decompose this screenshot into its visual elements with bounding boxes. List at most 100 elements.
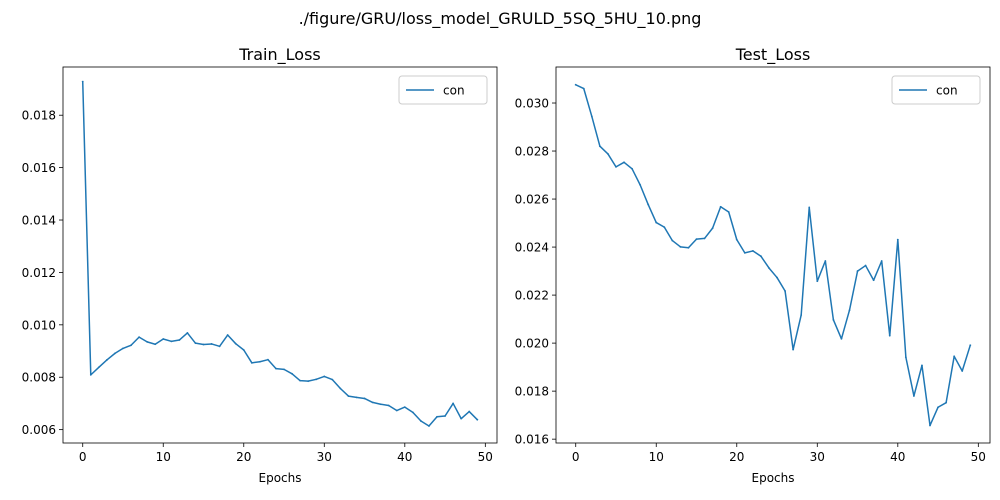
chart0-ytick-label: 0.018 [22, 109, 56, 123]
chart1-data-point [687, 246, 690, 249]
chart1-data-point [598, 145, 601, 148]
chart0-data-point [355, 396, 358, 399]
chart0-data-point [210, 343, 213, 345]
chart0-data-point [347, 395, 350, 397]
chart1-data-point [574, 83, 577, 86]
chart0-xtick-label: 0 [79, 450, 87, 464]
chart0-xtick-label: 20 [236, 450, 251, 464]
chart1-axes-frame [555, 66, 991, 444]
chart1-data-point [864, 264, 867, 267]
chart0-data-point [371, 401, 374, 404]
chart0-data-point [130, 344, 132, 347]
chart0-data-point [105, 359, 108, 361]
chart0-xtick-label: 30 [317, 450, 332, 464]
chart1-data-point [671, 239, 674, 242]
chart1-data-point [840, 337, 843, 340]
chart1-data-point [832, 318, 835, 321]
train-loss-axes: Train_Loss 0 10 20 30 40 50 0.006 0.008 0.010 0.01… [22, 45, 498, 485]
chart1-data-point [695, 238, 698, 241]
chart1-data-point [751, 250, 754, 252]
chart1-ytick-label: 0.016 [515, 433, 549, 447]
chart0-data-point [138, 336, 140, 339]
chart0-ytick-label: 0.012 [22, 266, 56, 280]
chart1-data-point [880, 260, 883, 262]
chart0-data-point [307, 380, 310, 383]
chart0-data-point [114, 352, 116, 355]
chart0-data-point [444, 415, 446, 417]
chart1-data-point [953, 355, 956, 358]
chart1-data-point [929, 424, 931, 427]
chart1-data-point [735, 238, 738, 241]
chart1-data-point [792, 348, 795, 351]
chart1-data-point [945, 401, 948, 404]
chart0-data-point [436, 415, 438, 418]
chart0-data-point [170, 340, 173, 343]
chart0-axes-frame [62, 66, 498, 444]
chart0-data-point [122, 347, 124, 350]
chart1-data-point [615, 165, 617, 168]
chart0-data-point [250, 361, 253, 364]
chart0-data-point [186, 332, 189, 334]
chart1-data-point [590, 115, 593, 118]
chart1-xtick-label: 50 [971, 450, 986, 464]
chart0-data-point [363, 397, 366, 400]
chart1-data-point [727, 211, 730, 213]
chart1-data-point [582, 87, 585, 90]
chart0-data-point [178, 339, 181, 341]
chart1-data-point [848, 309, 851, 312]
chart1-xtick-label: 20 [729, 450, 744, 464]
chart0-data-point [420, 420, 422, 422]
chart1-data-point [719, 205, 722, 208]
chart0-data-point [468, 410, 471, 413]
chart1-data-point [679, 245, 682, 248]
chart0-data-point [339, 387, 342, 390]
chart1-ytick-label: 0.022 [515, 289, 549, 303]
chart0-data-point [218, 345, 221, 348]
chart0-data-point [395, 409, 398, 412]
chart1-data-point [969, 344, 972, 347]
chart1-series-line-con [574, 83, 972, 427]
test-loss-axes: Test_Loss 0 10 20 30 40 50 0.016 0.018 0.020 0.022… [515, 45, 991, 485]
chart0-data-point [403, 406, 406, 409]
chart0-ytick-label: 0.006 [22, 423, 56, 437]
chart0-data-point [299, 379, 302, 382]
chart0-data-point [476, 418, 479, 421]
chart0-data-point [81, 80, 84, 83]
chart1-data-point [784, 290, 786, 292]
chart0-data-point [154, 343, 157, 346]
chart1-data-point [921, 364, 923, 367]
chart0-data-point [202, 343, 205, 346]
chart1-ytick-label: 0.018 [515, 385, 549, 399]
chart1-xlabel: Epochs [752, 471, 795, 485]
chart0-ytick-label: 0.010 [22, 318, 56, 332]
chart1-data-point [776, 276, 778, 279]
chart1-data-point [904, 356, 907, 359]
chart1-data-point [607, 153, 609, 155]
chart1-ytick-label: 0.026 [515, 193, 549, 207]
chart0-data-point [460, 417, 463, 420]
chart1-data-point [760, 255, 762, 258]
chart1-data-point [824, 260, 827, 262]
chart0-data-point [323, 375, 326, 378]
chart1-data-point [961, 370, 964, 372]
figure-suptitle: ./figure/GRU/loss_model_GRULD_5SQ_5HU_10… [299, 9, 702, 29]
chart0-data-point [411, 411, 414, 414]
chart0-xtick-label: 40 [397, 450, 412, 464]
chart1-data-point [623, 161, 625, 164]
chart0-data-point [387, 404, 390, 407]
chart1-data-point [655, 221, 658, 224]
chart1-xtick-label: 10 [649, 450, 664, 464]
chart1-data-point [913, 395, 915, 397]
chart0-data-point [234, 342, 237, 345]
chart1-xtick-label: 0 [572, 450, 580, 464]
chart0-data-point [283, 368, 285, 371]
chart0-series-line-con [81, 80, 479, 427]
chart0-xlabel: Epochs [259, 471, 302, 485]
chart1-xtick-label: 30 [810, 450, 825, 464]
chart1-data-point [896, 238, 899, 241]
chart1-data-point [703, 237, 706, 240]
chart0-legend-box [398, 75, 488, 105]
chart0-data-point [162, 338, 165, 340]
chart1-data-point [663, 226, 666, 229]
chart1-data-point [872, 279, 875, 282]
